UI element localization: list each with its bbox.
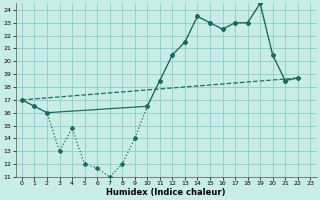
X-axis label: Humidex (Indice chaleur): Humidex (Indice chaleur) [106,188,226,197]
